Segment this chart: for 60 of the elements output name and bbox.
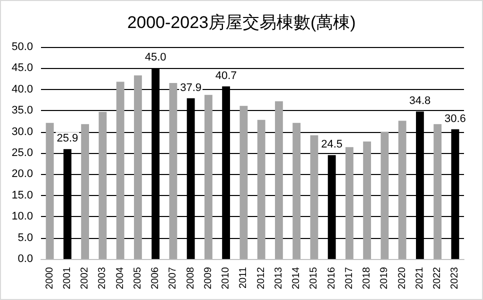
x-tick-label: 2008 [185, 266, 196, 290]
y-tick-label: 0.0 [18, 253, 33, 265]
bar [274, 101, 283, 259]
y-tick-label: 25.0 [12, 147, 33, 159]
bar [169, 83, 178, 259]
x-tick-label: 2006 [150, 266, 162, 290]
y-tick-label: 15.0 [12, 189, 33, 202]
data-label: 34.8 [409, 94, 431, 107]
x-tick-label: 2010 [220, 266, 232, 290]
x-tick-label: 2022 [432, 266, 444, 290]
x-tick-label: 2013 [273, 266, 284, 290]
chart-title: 2000-2023房屋交易棟數(萬棟) [127, 13, 356, 32]
x-tick-label: 2007 [168, 266, 179, 290]
data-label: 24.5 [321, 138, 343, 151]
bar [46, 122, 54, 259]
x-tick-label: 2017 [344, 266, 355, 290]
x-tick-label: 2023 [450, 266, 461, 290]
x-tick-label: 2001 [62, 266, 73, 290]
bar [134, 75, 142, 259]
x-tick-label: 2016 [326, 266, 338, 290]
x-tick-label: 2018 [362, 266, 373, 290]
x-tick-label: 2020 [396, 266, 408, 290]
y-tick-label: 50.0 [12, 41, 33, 53]
bar [398, 120, 406, 259]
y-tick-label: 20.0 [12, 168, 33, 180]
x-tick-label: 2009 [202, 266, 214, 290]
x-tick-label: 2011 [238, 266, 250, 289]
x-tick-label: 2019 [379, 266, 390, 290]
data-label: 45.0 [144, 52, 166, 64]
bar [380, 132, 389, 259]
x-tick-label: 2000 [44, 266, 56, 290]
bar [292, 122, 301, 259]
y-tick-label: 30.0 [12, 126, 33, 138]
x-tick-label: 2003 [97, 266, 108, 290]
data-label: 37.9 [180, 82, 202, 94]
bar [363, 142, 372, 259]
bar [98, 112, 107, 259]
bar [204, 94, 212, 259]
y-tick-label: 35.0 [12, 104, 33, 117]
y-tick-label: 40.0 [12, 83, 33, 96]
x-tick-label: 2004 [114, 266, 126, 290]
y-tick-label: 10.0 [12, 210, 33, 223]
bar [434, 124, 442, 259]
x-tick-label: 2002 [80, 266, 91, 290]
bar [345, 147, 354, 259]
data-label: 25.9 [56, 132, 78, 145]
x-tick-label: 2005 [132, 266, 144, 290]
x-tick-label: 2014 [291, 266, 302, 290]
x-tick-label: 2012 [256, 266, 267, 290]
x-tick-label: 2015 [308, 266, 320, 290]
data-label: 30.6 [444, 112, 466, 125]
bar [81, 124, 90, 259]
y-tick-label: 45.0 [12, 62, 33, 74]
bar [257, 120, 266, 259]
bar [240, 106, 248, 259]
x-tick-label: 2021 [414, 266, 426, 290]
bar [116, 82, 124, 259]
data-label: 40.7 [215, 70, 237, 82]
y-tick-label: 5.0 [18, 232, 33, 244]
bar [310, 135, 318, 259]
